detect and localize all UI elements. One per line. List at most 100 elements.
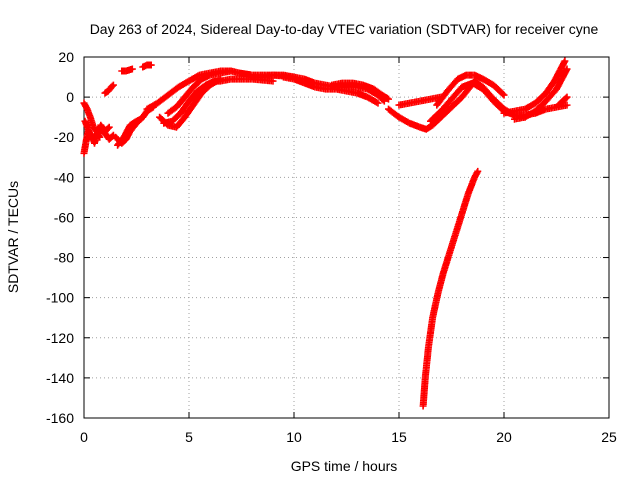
marker-run [370,85,385,98]
x-tick-label: 15 [391,429,407,445]
marker-run [452,211,465,237]
marker-run [385,105,402,120]
y-tick-label: -160 [46,410,74,426]
chart-title: Day 263 of 2024, Sidereal Day-to-day VTE… [90,21,599,37]
y-tick-label: -100 [46,290,74,306]
data-point [128,65,136,73]
marker-run [424,316,436,352]
marker-run [439,251,453,278]
marker-run [434,271,447,298]
series-arc-8 [114,115,145,149]
marker-run [156,113,171,128]
marker-run [88,132,99,143]
marker-run [448,84,465,103]
series-arc-22 [555,93,571,109]
y-tick-label: 0 [66,89,74,105]
series-arc-15 [328,79,392,103]
marker-run [433,89,450,109]
marker-run [193,82,208,95]
marker-run [458,86,471,101]
marker-run [532,90,549,107]
y-tick-label: 20 [58,49,74,65]
marker-run [443,76,461,95]
y-tick-label: -140 [46,370,74,386]
data-markers [80,57,571,410]
axis-ticks: 0 5 10 15 20 25 20 0 -20 -40 -60 -80 -100 -120 -140 -16… [46,49,617,445]
data-point [147,61,155,69]
data-point [563,93,571,101]
y-tick-label: -120 [46,330,74,346]
marker-run [437,104,454,121]
marker-run [172,114,188,131]
x-axis-label: GPS time / hours [291,458,398,474]
marker-run [80,139,90,157]
marker-run [378,91,391,102]
marker-run [464,175,478,197]
marker-run [490,97,507,114]
marker-run [185,88,200,105]
y-tick-label: -60 [54,209,74,225]
marker-run [469,79,485,92]
data-point [385,95,392,103]
marker-run [164,104,179,117]
marker-run [168,110,183,125]
data-point [500,91,508,99]
series-arc-11 [156,75,224,131]
marker-run [429,291,441,322]
marker-run [101,88,111,97]
data-point [561,57,569,65]
x-tick-label: 0 [80,429,88,445]
marker-run [143,100,160,113]
marker-run [448,94,465,111]
marker-run [114,135,127,149]
marker-run [421,346,432,382]
marker-run [198,82,213,97]
marker-run [105,132,116,143]
data-point [563,65,571,73]
data-point [563,101,571,109]
series-arc-6 [139,61,155,71]
marker-run [542,86,559,105]
marker-run [419,376,429,410]
marker-run [133,116,143,125]
marker-run [427,108,444,125]
marker-run [479,85,496,104]
x-tick-label: 20 [496,429,512,445]
marker-run [206,76,223,89]
marker-run [395,113,412,126]
marker-run [437,97,454,115]
series-arc-14 [280,73,382,107]
marker-run [532,98,549,115]
x-tick-label: 5 [185,429,193,445]
data-point [474,167,482,175]
data-point [217,75,224,83]
data-point [105,123,113,131]
marker-run [490,81,507,98]
marker-run [429,114,444,129]
marker-run [181,103,196,121]
marker-run [177,99,192,117]
marker-run [104,84,114,95]
marker-run [542,78,557,97]
marker-run [364,93,380,106]
data-point [109,81,117,89]
y-tick-label: -80 [54,250,74,266]
marker-run [458,191,472,217]
marker-run [479,75,496,88]
series-arc-4 [101,81,117,97]
marker-run [172,94,188,111]
marker-run [97,125,108,136]
data-point [137,115,145,123]
marker-run [90,123,99,134]
plot-frame [83,56,610,419]
series-arc-21 [511,65,571,123]
marker-run [164,84,181,99]
y-axis-label: SDTVAR / TECUs [5,181,21,293]
series-arc-5 [118,65,136,75]
data-point [269,77,277,85]
series-arc-12 [164,67,235,117]
series-arc-23 [419,167,482,410]
series-arc-20 [500,57,569,117]
data-point [227,67,235,75]
